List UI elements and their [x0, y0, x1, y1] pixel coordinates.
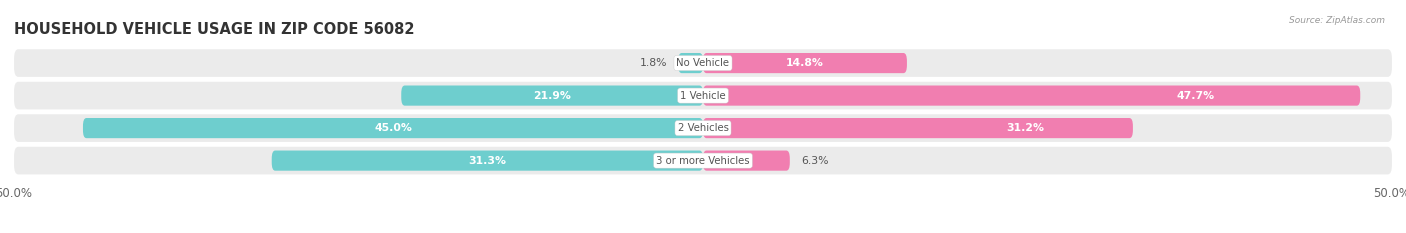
FancyBboxPatch shape [14, 82, 1392, 110]
Text: 14.8%: 14.8% [786, 58, 824, 68]
Text: HOUSEHOLD VEHICLE USAGE IN ZIP CODE 56082: HOUSEHOLD VEHICLE USAGE IN ZIP CODE 5608… [14, 22, 415, 37]
Text: 2 Vehicles: 2 Vehicles [678, 123, 728, 133]
Text: 3 or more Vehicles: 3 or more Vehicles [657, 156, 749, 166]
Text: No Vehicle: No Vehicle [676, 58, 730, 68]
FancyBboxPatch shape [678, 53, 703, 73]
FancyBboxPatch shape [271, 151, 703, 171]
Text: Source: ZipAtlas.com: Source: ZipAtlas.com [1289, 16, 1385, 25]
Text: 45.0%: 45.0% [374, 123, 412, 133]
FancyBboxPatch shape [14, 49, 1392, 77]
FancyBboxPatch shape [703, 118, 1133, 138]
FancyBboxPatch shape [401, 86, 703, 106]
FancyBboxPatch shape [14, 147, 1392, 175]
Text: 21.9%: 21.9% [533, 91, 571, 101]
Text: 1 Vehicle: 1 Vehicle [681, 91, 725, 101]
FancyBboxPatch shape [703, 151, 790, 171]
FancyBboxPatch shape [83, 118, 703, 138]
Text: 31.3%: 31.3% [468, 156, 506, 166]
FancyBboxPatch shape [703, 86, 1360, 106]
FancyBboxPatch shape [14, 114, 1392, 142]
Text: 6.3%: 6.3% [801, 156, 828, 166]
Text: 47.7%: 47.7% [1177, 91, 1215, 101]
Text: 1.8%: 1.8% [640, 58, 668, 68]
Text: 31.2%: 31.2% [1007, 123, 1045, 133]
FancyBboxPatch shape [703, 53, 907, 73]
